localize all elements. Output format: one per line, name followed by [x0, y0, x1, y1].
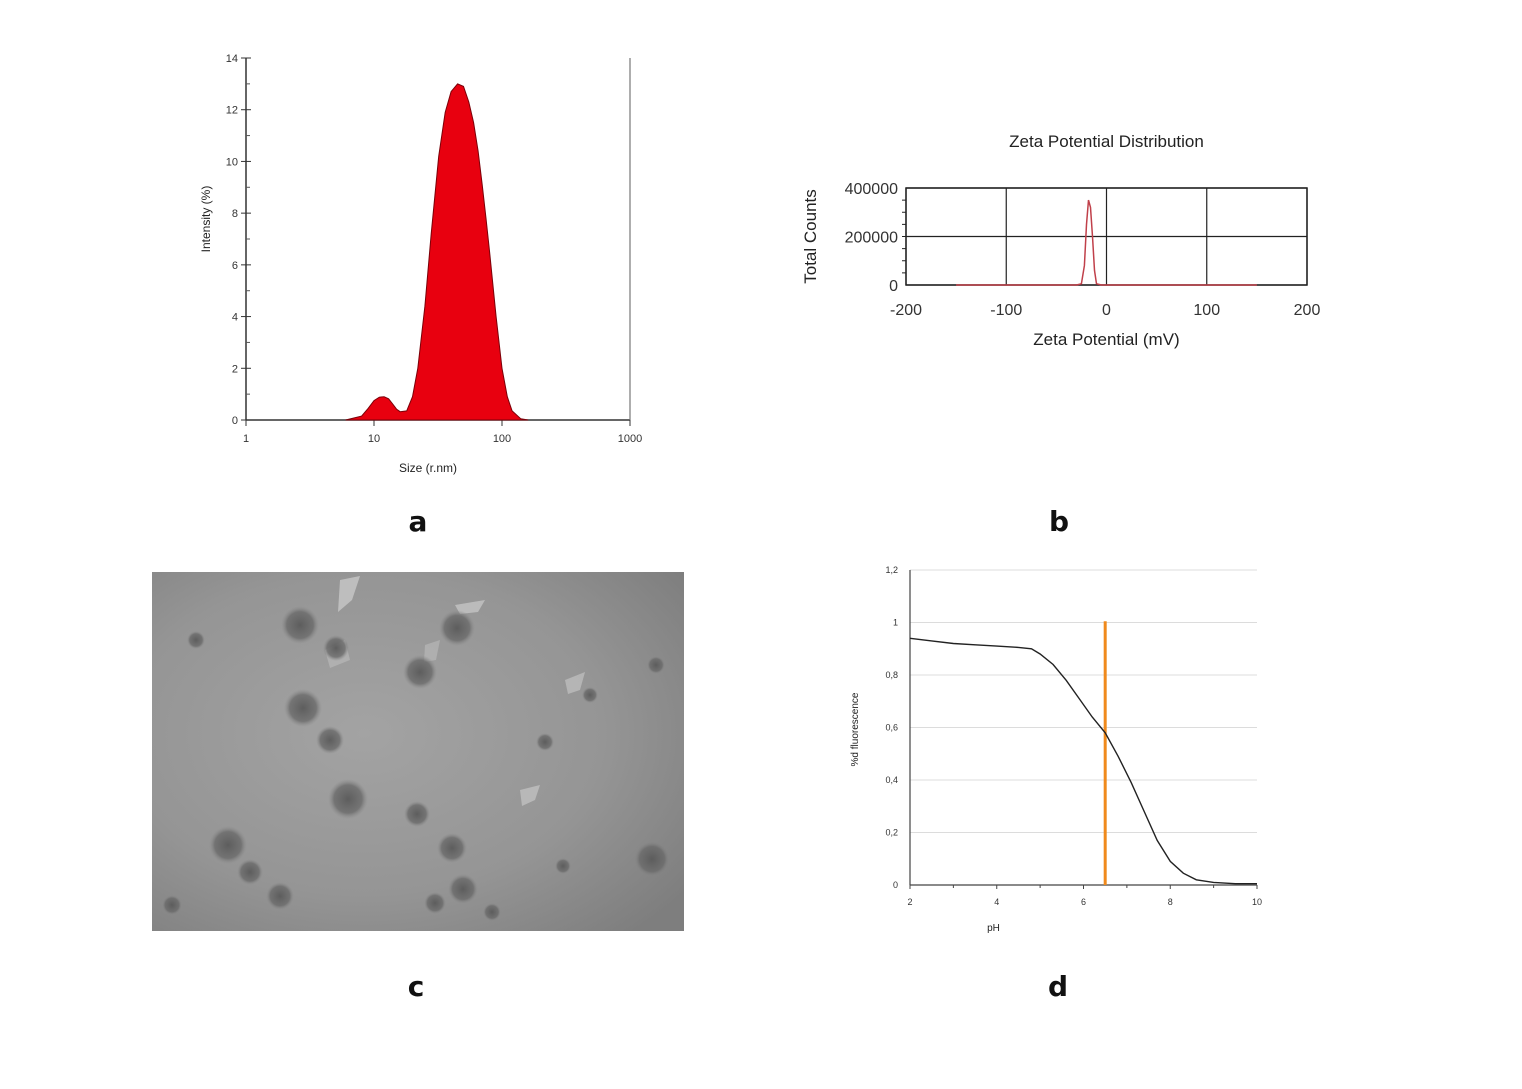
x-tick-label: 1: [243, 433, 249, 445]
y-tick-label: 0,8: [885, 670, 898, 680]
y-tick-label: 1: [893, 618, 898, 628]
y-tick-label: 2: [232, 363, 238, 375]
chart-b: -200 -100 0 100 200 0 200000 400000 Zeta Potenti…: [801, 132, 1320, 349]
y-tick-label: 200000: [845, 230, 898, 247]
y-tick-label: 14: [226, 53, 238, 65]
x-tick-label: -100: [990, 302, 1022, 319]
y-tick-label: 1,2: [885, 565, 898, 575]
y-tick-label: 0,6: [885, 723, 898, 733]
x-axis-title: Zeta Potential (mV): [1033, 330, 1179, 349]
y-tick-label: 12: [226, 105, 238, 117]
panel-label-d: d: [1048, 970, 1068, 1003]
x-tick-label: 10: [1252, 897, 1262, 907]
y-tick-label: 0: [232, 415, 238, 427]
x-tick-label: -200: [890, 302, 922, 319]
x-tick-label: 8: [1168, 897, 1173, 907]
x-axis-title: Size (r.nm): [399, 461, 457, 475]
y-tick-label: 4: [232, 312, 238, 324]
y-tick-label: 0: [893, 880, 898, 890]
x-tick-label: 6: [1081, 897, 1086, 907]
panel-label-a: a: [409, 505, 428, 538]
y-axis-title: %d fluorescence: [850, 692, 861, 766]
panel-label-b: b: [1049, 505, 1069, 538]
x-tick-label: 2: [907, 897, 912, 907]
y-tick-label: 0: [889, 278, 898, 295]
chart-a: 0 2 4 6 8 10 12 14 1 10 100 1000 Size (r.nm) Intensit…: [199, 53, 642, 475]
panel-label-c: c: [408, 970, 425, 1003]
y-tick-label: 400000: [845, 181, 898, 198]
y-tick-label: 0,4: [885, 775, 898, 785]
x-tick-label: 10: [368, 433, 380, 445]
x-tick-label: 100: [493, 433, 511, 445]
micrograph-image: [152, 572, 684, 931]
y-tick-label: 8: [232, 208, 238, 220]
size-distribution-area: [345, 83, 529, 421]
y-axis-title: Total Counts: [801, 189, 820, 284]
plot-title: Zeta Potential Distribution: [1009, 132, 1204, 151]
y-tick-label: 6: [232, 260, 238, 272]
x-tick-label: 200: [1294, 302, 1321, 319]
fluorescence-curve: [909, 637, 1257, 885]
chart-d: 0 0,2 0,4 0,6 0,8 1 1,2 2 4 6 8 10 pH %d fluorescence: [850, 565, 1262, 934]
x-tick-label: 4: [994, 897, 999, 907]
x-tick-label: 1000: [618, 433, 642, 445]
zeta-distribution-line: [956, 199, 1257, 286]
x-tick-label: 0: [1102, 302, 1111, 319]
y-axis-title: Intensity (%): [199, 186, 213, 253]
x-tick-label: 100: [1193, 302, 1220, 319]
y-tick-label: 0,2: [885, 828, 898, 838]
y-tick-label: 10: [226, 156, 238, 168]
x-axis-title: pH: [987, 923, 1000, 934]
